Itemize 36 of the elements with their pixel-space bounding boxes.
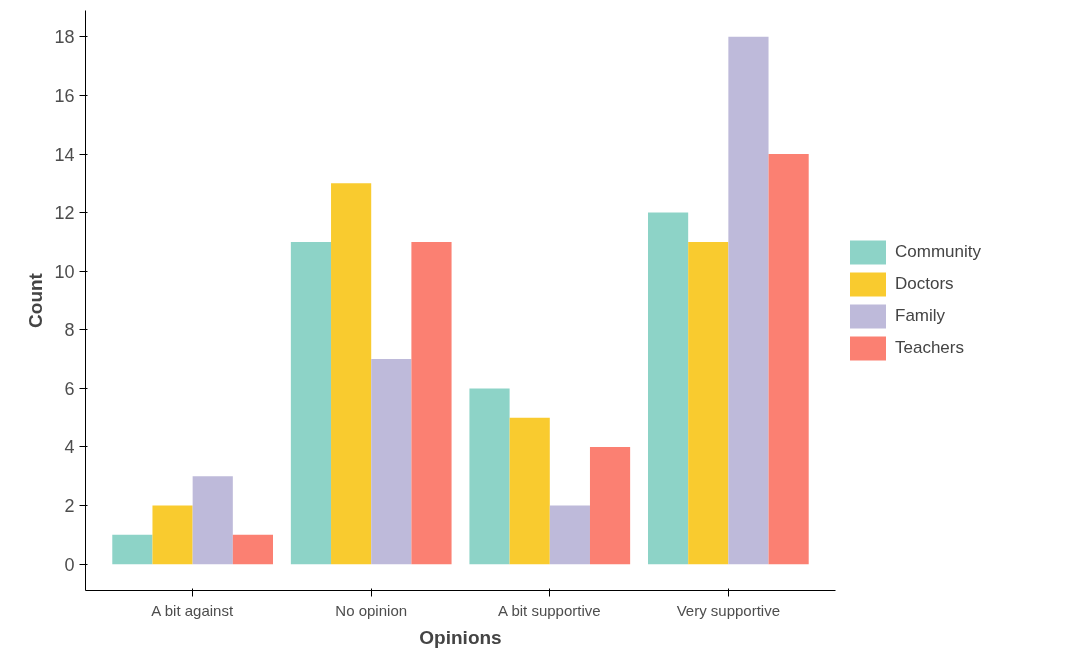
y-tick-label: 10 bbox=[54, 261, 75, 282]
bar bbox=[192, 476, 233, 565]
y-tick-label: 16 bbox=[54, 85, 75, 106]
y-tick-label: 4 bbox=[64, 437, 75, 458]
bar bbox=[768, 154, 809, 565]
bar bbox=[290, 241, 332, 565]
x-tick-label: No opinion bbox=[335, 601, 408, 619]
y-tick-label: 18 bbox=[54, 27, 75, 48]
bar bbox=[648, 212, 689, 565]
bar bbox=[371, 359, 412, 565]
bar bbox=[232, 534, 273, 565]
x-tick-label: A bit against bbox=[151, 601, 234, 619]
y-tick-label: 6 bbox=[64, 378, 75, 399]
bar bbox=[331, 183, 372, 565]
x-tick-label: A bit supportive bbox=[498, 601, 601, 619]
legend-label: Family bbox=[895, 306, 946, 326]
bar bbox=[549, 505, 590, 565]
bar bbox=[411, 241, 452, 565]
bar bbox=[469, 388, 510, 565]
y-tick-label: 8 bbox=[64, 320, 75, 341]
y-axis-title: Count bbox=[25, 272, 47, 328]
bar bbox=[688, 241, 729, 565]
legend-label: Doctors bbox=[895, 274, 954, 294]
y-tick-label: 2 bbox=[64, 496, 75, 517]
bar bbox=[152, 505, 193, 565]
bar bbox=[112, 534, 153, 565]
bar bbox=[509, 417, 550, 565]
legend-label: Community bbox=[895, 242, 981, 262]
legend-label: Teachers bbox=[895, 338, 964, 358]
y-tick-label: 14 bbox=[54, 144, 75, 165]
y-tick-label: 12 bbox=[54, 203, 75, 224]
y-tick-label: 0 bbox=[64, 554, 75, 575]
x-tick-label: Very supportive bbox=[676, 601, 781, 619]
x-axis-title: Opinions bbox=[419, 626, 502, 648]
bar bbox=[589, 446, 631, 565]
bar bbox=[728, 36, 769, 565]
